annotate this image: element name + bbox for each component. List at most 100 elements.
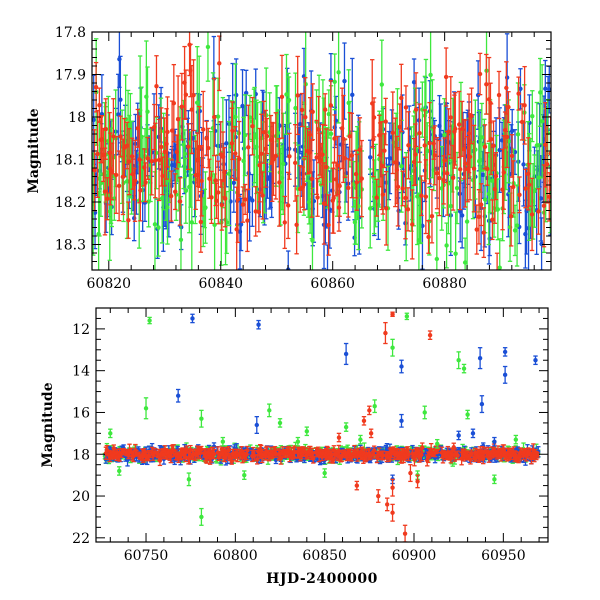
data-point-green <box>495 178 501 241</box>
data-point-red <box>337 154 342 217</box>
data-point-red <box>432 125 438 186</box>
bottom-panel: 60750 60800 60850 60900 60950 12 14 16 18 20 22 Ma… <box>40 307 549 587</box>
data-point-green <box>336 32 341 124</box>
data-point-red <box>297 165 303 213</box>
y-tick-label: 18 <box>72 447 90 463</box>
x-tick-label: 60860 <box>310 276 355 292</box>
x-tick-label: 60900 <box>392 548 437 564</box>
data-point-red <box>301 446 306 456</box>
data-point-red <box>383 97 388 146</box>
data-point-red <box>154 55 159 118</box>
data-point-red <box>463 119 468 208</box>
data-point-red <box>295 55 300 136</box>
data-point-red <box>332 114 337 163</box>
data-point-red <box>413 72 419 148</box>
data-point-red <box>138 159 143 222</box>
data-point-red <box>142 148 147 187</box>
data-point-red <box>279 54 285 139</box>
data-point-red <box>113 135 119 214</box>
outlier-point-green <box>358 434 363 445</box>
data-point-red <box>442 137 447 184</box>
data-point-red <box>453 92 458 166</box>
data-point-red <box>517 176 522 214</box>
data-point-red <box>485 152 490 186</box>
data-point-red <box>328 80 334 131</box>
outlier-point-red <box>390 503 395 522</box>
data-point-red <box>282 195 287 250</box>
outlier-point-blue <box>399 413 404 428</box>
data-point-red <box>253 186 258 237</box>
data-point-red <box>199 145 204 217</box>
outlier-point-red <box>354 480 360 491</box>
outlier-point-green <box>186 472 192 487</box>
data-point-red <box>448 76 454 159</box>
outlier-point-red <box>361 415 367 426</box>
outlier-point-blue <box>175 388 181 403</box>
data-point-red <box>315 177 320 217</box>
data-point-green <box>310 187 315 270</box>
outlier-point-green <box>117 466 122 476</box>
outlier-point-blue <box>470 428 476 439</box>
data-point-red <box>183 69 189 120</box>
outlier-point-blue <box>479 395 485 414</box>
data-point-red <box>160 156 165 196</box>
data-point-red <box>529 177 535 252</box>
data-point-red <box>488 103 494 176</box>
data-point-red <box>122 117 127 178</box>
data-point-red <box>434 136 440 210</box>
y-tick-label: 18.2 <box>55 195 86 211</box>
bottom-panel-data-points <box>102 311 541 542</box>
data-point-red <box>321 162 327 245</box>
data-point-red <box>535 452 540 459</box>
outlier-point-green <box>277 418 283 428</box>
outlier-point-red <box>336 432 342 443</box>
data-point-green <box>182 129 188 179</box>
bottom-y-axis-label: Magnitude <box>40 382 56 467</box>
data-point-red <box>526 162 532 207</box>
y-tick-label: 18.1 <box>55 153 86 169</box>
data-point-red <box>484 53 489 115</box>
data-point-red <box>443 47 449 107</box>
outlier-point-red <box>367 405 372 416</box>
outlier-point-blue <box>343 342 349 366</box>
data-point-red <box>294 195 299 255</box>
data-point-red <box>105 177 110 221</box>
outlier-point-green <box>492 474 497 485</box>
data-point-red <box>168 170 174 222</box>
data-point-red <box>111 444 116 453</box>
data-point-green <box>351 160 356 208</box>
data-point-red <box>349 112 355 199</box>
data-point-red <box>478 183 484 227</box>
outlier-point-blue <box>399 359 404 374</box>
data-point-red <box>107 111 112 194</box>
data-point-red <box>309 139 314 218</box>
outlier-point-green <box>143 397 149 420</box>
outlier-point-green <box>199 507 204 526</box>
outlier-point-green <box>304 426 310 437</box>
data-point-green <box>205 32 211 82</box>
data-point-green <box>532 154 537 228</box>
data-point-red <box>240 186 246 223</box>
outlier-point-green <box>513 434 519 445</box>
data-point-red <box>427 101 432 185</box>
outlier-point-red <box>376 489 381 503</box>
outlier-point-green <box>343 422 349 432</box>
outlier-point-blue <box>254 415 259 435</box>
data-point-red <box>206 127 211 169</box>
data-point-red <box>467 113 473 201</box>
data-point-red <box>419 448 424 462</box>
data-point-blue <box>297 93 303 155</box>
data-point-green <box>453 211 458 270</box>
outlier-point-red <box>390 478 395 497</box>
x-tick-label: 60800 <box>213 548 258 564</box>
data-point-green <box>286 76 292 124</box>
data-point-red <box>490 199 495 241</box>
data-point-red <box>471 124 477 213</box>
data-point-red <box>121 447 126 456</box>
data-point-red <box>476 189 482 245</box>
outlier-point-green <box>465 409 470 420</box>
data-point-red <box>256 191 262 233</box>
x-tick-label: 60840 <box>198 276 243 292</box>
data-point-green <box>530 90 535 143</box>
